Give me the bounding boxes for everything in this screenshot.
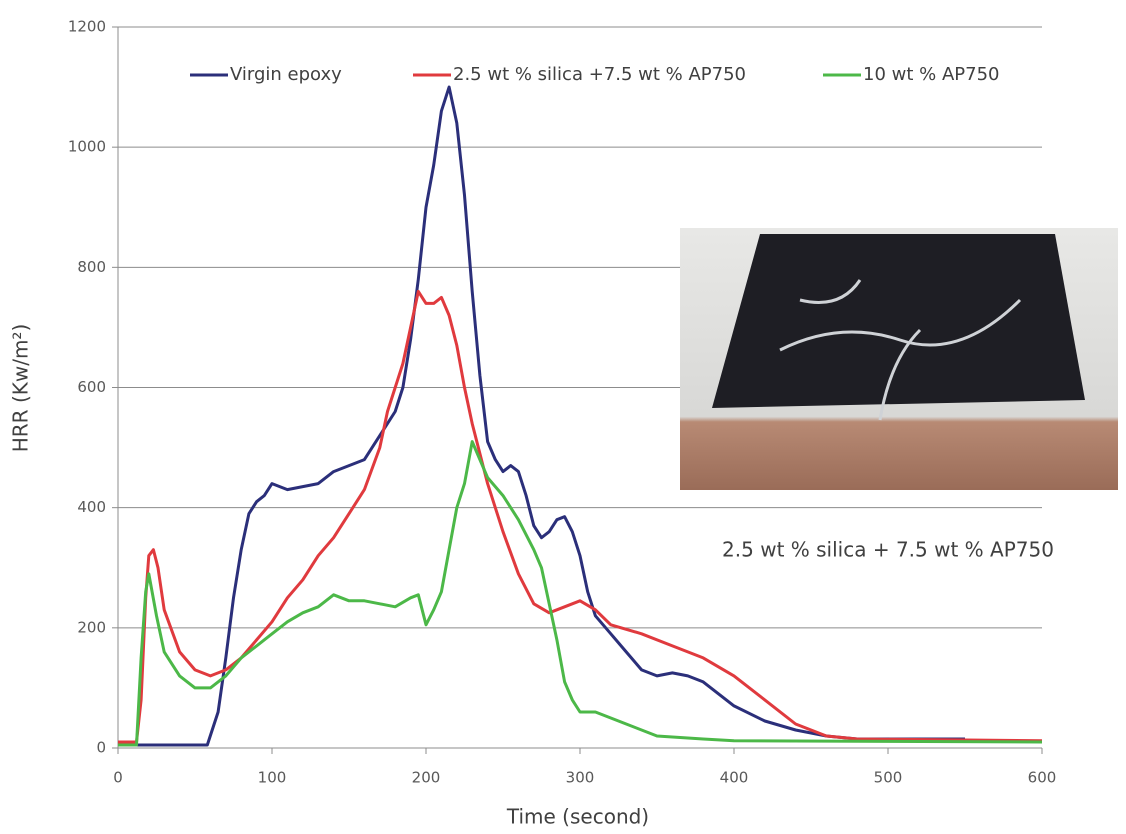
series-line xyxy=(118,289,1043,744)
x-tick-label: 500 xyxy=(874,769,903,787)
x-axis-title: Time (second) xyxy=(506,805,649,829)
x-tick-label: 600 xyxy=(1028,769,1057,787)
y-tick-label: 600 xyxy=(77,378,106,396)
y-axis-title: HRR (Kw/m²) xyxy=(9,324,33,453)
x-tick-label: 400 xyxy=(720,769,749,787)
photo-texture xyxy=(779,279,1022,421)
photo-char xyxy=(712,234,1085,408)
legend-label: Virgin epoxy xyxy=(230,64,342,85)
grid: 0 200 400 600 800 1000 1200 0 100 200 300 400 500 600 xyxy=(68,18,1057,787)
plot-lines xyxy=(118,85,1043,747)
y-tick-label: 800 xyxy=(77,258,106,276)
x-tick-label: 0 xyxy=(113,769,123,787)
x-tick-label: 200 xyxy=(412,769,441,787)
legend-label: 2.5 wt % silica +7.5 wt % AP750 xyxy=(453,64,746,85)
legend: Virgin epoxy 2.5 wt % silica +7.5 wt % AP… xyxy=(190,64,999,85)
annotation: 2.5 wt % silica + 7.5 wt % AP750 xyxy=(722,538,1054,562)
y-tick-label: 1200 xyxy=(68,18,106,36)
x-tick-label: 100 xyxy=(258,769,287,787)
series-line xyxy=(118,440,1043,747)
series-line xyxy=(118,85,965,747)
y-tick-label: 0 xyxy=(96,739,106,757)
y-tick-label: 200 xyxy=(77,618,106,636)
photo-inset xyxy=(680,228,1118,490)
y-tick-label: 1000 xyxy=(68,138,106,156)
y-tick-label: 400 xyxy=(77,498,106,516)
legend-label: 10 wt % AP750 xyxy=(863,64,999,85)
x-tick-label: 300 xyxy=(566,769,595,787)
